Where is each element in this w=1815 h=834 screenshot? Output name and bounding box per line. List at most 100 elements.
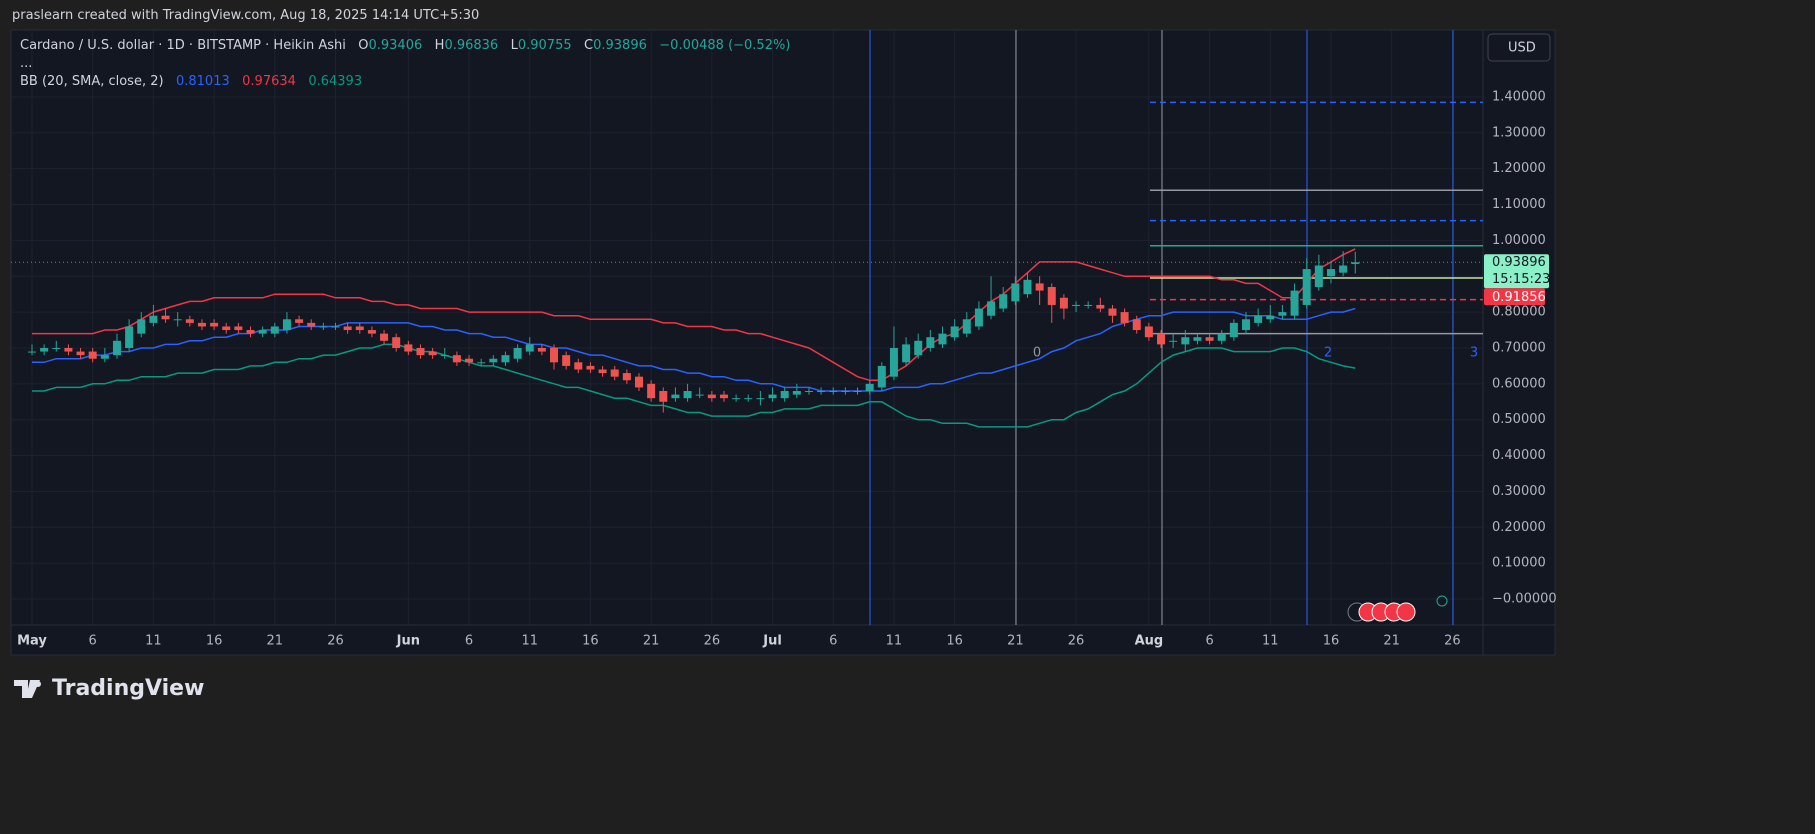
y-tick-label: 1.10000: [1492, 197, 1546, 212]
candle-body: [513, 347, 522, 359]
candle-body: [112, 340, 121, 356]
candle-body: [222, 326, 231, 331]
candle-body: [902, 344, 911, 363]
currency-button[interactable]: [1487, 33, 1551, 62]
drawing-label: 3: [1470, 346, 1478, 361]
candle-body: [1035, 283, 1044, 291]
candle-body: [817, 391, 826, 393]
candle-body: [173, 319, 182, 321]
x-tick-label: 11: [1262, 634, 1279, 649]
x-tick-label: 11: [521, 634, 538, 649]
candle-body: [635, 376, 643, 388]
candle-body: [938, 333, 947, 345]
candle-body: [1181, 337, 1190, 345]
candle-body: [440, 355, 449, 357]
x-tick-label: 21: [267, 634, 284, 649]
candle-body: [732, 398, 741, 400]
candle-body: [598, 369, 607, 374]
candle-body: [865, 383, 874, 392]
x-tick-label: May: [17, 634, 47, 649]
candle-body: [1084, 304, 1093, 306]
candle-body: [574, 362, 583, 370]
indicator-value: 0.81013: [175, 74, 230, 89]
y-tick-label: 0.10000: [1492, 556, 1546, 571]
candle-body: [234, 326, 243, 331]
last-price-label: 0.93896: [1492, 255, 1546, 270]
candle-body: [671, 394, 680, 399]
candle-body: [64, 347, 73, 352]
x-tick-label: 16: [206, 634, 223, 649]
change: −0.00488 (−0.52%): [659, 38, 791, 53]
candle-body: [355, 326, 364, 331]
candle-body: [647, 383, 656, 399]
candle-body: [428, 351, 437, 356]
candle-body: [307, 322, 316, 327]
event-icon: [1396, 602, 1416, 622]
candle-body: [1339, 265, 1348, 273]
drawing-label: 0: [1033, 346, 1041, 361]
x-tick-label: 11: [145, 634, 162, 649]
ohlc-letter: L: [510, 38, 518, 53]
x-tick-label: 21: [1383, 634, 1400, 649]
x-tick-label: 16: [1323, 634, 1340, 649]
candle-body: [28, 351, 36, 353]
candle-body: [1302, 269, 1311, 305]
y-tick-label: 0.60000: [1492, 376, 1546, 391]
candle-body: [768, 394, 777, 399]
x-tick-label: Jun: [396, 634, 420, 649]
y-tick-label: 1.20000: [1492, 161, 1546, 176]
candle-body: [1144, 326, 1153, 338]
x-tick-label: 6: [829, 634, 837, 649]
candle-body: [683, 391, 692, 399]
band-line: [32, 343, 1356, 428]
ohlc-value: 0.93896: [593, 38, 647, 53]
currency-label: USD: [1508, 41, 1536, 56]
countdown: 15:15:23: [1492, 272, 1550, 287]
logo-dot: [35, 681, 41, 687]
logo-icon: [14, 680, 46, 698]
y-tick-label: 1.00000: [1492, 233, 1546, 248]
legend-main: Cardano / U.S. dollar · 1D · BITSTAMP · …: [20, 38, 790, 53]
candle-body: [586, 365, 595, 370]
candle-body: [974, 308, 983, 327]
candle-body: [1169, 340, 1178, 342]
candle-body: [1278, 312, 1287, 316]
x-tick-label: 26: [1068, 634, 1085, 649]
candle-body: [1023, 279, 1032, 295]
candle-body: [161, 315, 170, 320]
y-tick-label: 0.70000: [1492, 340, 1546, 355]
candle-body: [610, 369, 619, 377]
drawing-label: 2: [1324, 346, 1332, 361]
more[interactable]: ...: [20, 56, 33, 71]
y-tick-label: 0.30000: [1492, 484, 1546, 499]
candle-body: [210, 322, 219, 327]
x-tick-label: 6: [1205, 634, 1213, 649]
brand-name: TradingView: [52, 676, 204, 701]
candle-body: [659, 391, 668, 402]
legend-indicator: BB (20, SMA, close, 2) 0.81013 0.97634 0…: [20, 74, 362, 89]
candle-body: [1059, 297, 1068, 309]
candle-body: [877, 365, 886, 388]
candle-body: [343, 326, 352, 331]
y-tick-label: 0.80000: [1492, 305, 1546, 320]
candle-body: [1108, 308, 1117, 316]
candle-body: [52, 347, 61, 349]
candle-body: [404, 344, 413, 352]
x-tick-label: 6: [89, 634, 97, 649]
attribution: praslearn created with TradingView.com, …: [12, 8, 480, 23]
candle-body: [1351, 262, 1360, 265]
candle-body: [695, 394, 704, 396]
candle-body: [841, 391, 850, 393]
chart-pane: [10, 29, 1556, 656]
candle-body: [562, 355, 571, 366]
candle-body: [525, 344, 534, 352]
candle-body: [537, 347, 546, 352]
candle-body: [380, 333, 389, 341]
candle-body: [125, 326, 134, 348]
brand-logo: [14, 680, 46, 698]
ohlc-letter: C: [584, 38, 594, 53]
candle-body: [1254, 315, 1263, 323]
candle-body: [1193, 337, 1202, 341]
x-tick-label: 26: [327, 634, 344, 649]
candle-body: [1205, 337, 1214, 341]
